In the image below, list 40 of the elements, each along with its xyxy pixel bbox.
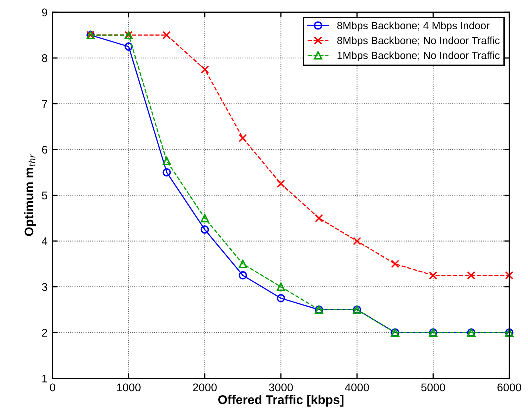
y-axis-title: Optimum m$_{thr}$: [24, 154, 36, 236]
y-tick-label: 4: [42, 238, 48, 246]
point: [238, 271, 248, 280]
y-tick-label: 2: [42, 329, 48, 337]
x-axis-title: Offered Traffic [kbps]: [218, 395, 344, 407]
point: [315, 214, 324, 223]
point: [200, 226, 210, 234]
x-tick-label: 0: [50, 384, 56, 392]
point: [238, 260, 248, 268]
x-tick-label: 4000: [345, 384, 370, 392]
point: [505, 271, 514, 280]
y-tick-label: 9: [42, 8, 48, 17]
legend-label: 8Mbps Backbone; No Indoor Traffic: [338, 36, 500, 46]
point: [276, 294, 286, 303]
point: [124, 42, 134, 51]
point: [467, 271, 476, 280]
y-tick-label: 3: [42, 283, 48, 292]
point: [162, 168, 172, 177]
point: [276, 180, 286, 188]
y-tick-label: 6: [42, 146, 48, 154]
point: [429, 271, 438, 280]
legend-label: 1Mbps Backbone; No Indoor Traffic: [338, 52, 500, 62]
y-tick-label: 5: [42, 192, 48, 200]
y-tick-label: 7: [42, 100, 48, 108]
legend-label: 8Mbps Backbone; 4 Mbps Indoor: [338, 22, 490, 32]
x-tick-label: 1000: [117, 384, 141, 392]
point: [391, 260, 400, 268]
x-tick-label: 6000: [498, 384, 522, 392]
y-tick-label: 8: [42, 54, 48, 62]
x-tick-label: 2000: [193, 384, 217, 392]
point: [353, 237, 362, 246]
point: [238, 134, 248, 142]
point: [200, 66, 210, 74]
y-tick-label: 1: [42, 374, 48, 383]
x-tick-label: 5000: [421, 384, 446, 392]
x-tick-label: 3000: [269, 384, 294, 392]
point: [162, 157, 172, 166]
point: [200, 214, 210, 223]
point: [162, 31, 172, 40]
point: [276, 282, 286, 292]
